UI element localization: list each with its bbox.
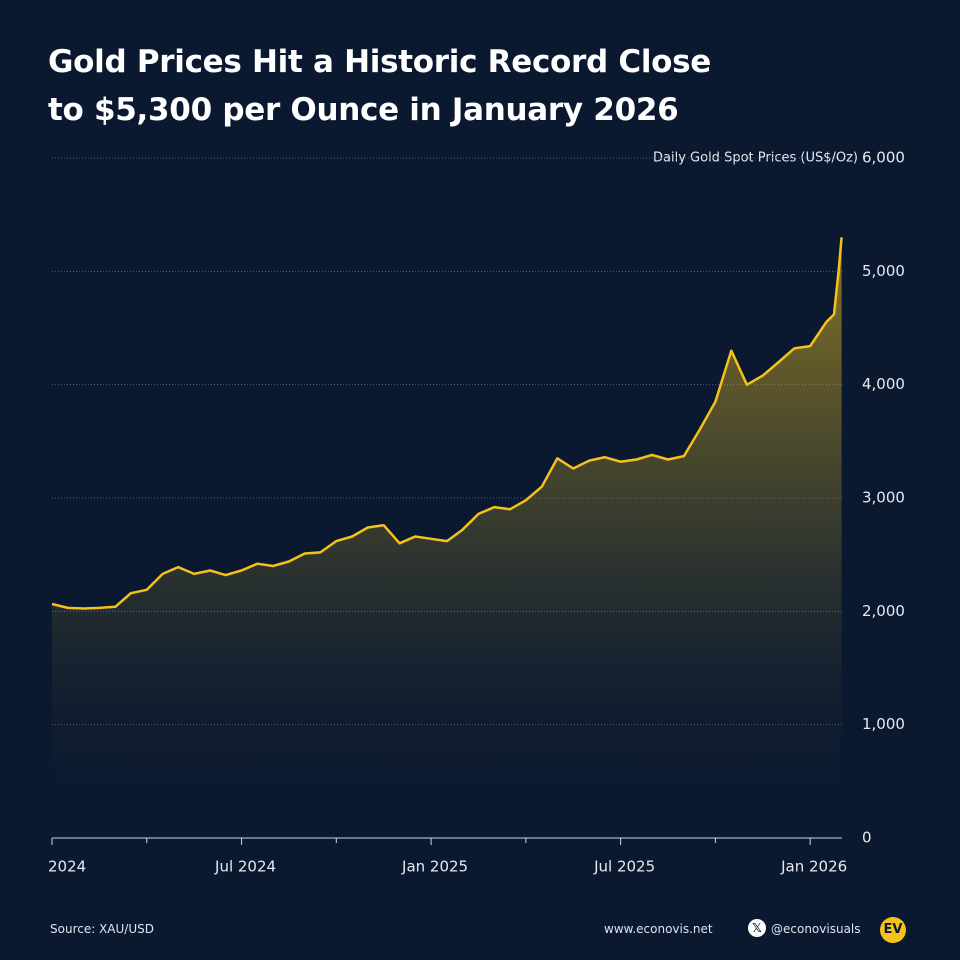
logo: EV bbox=[880, 917, 906, 943]
price-area bbox=[52, 237, 842, 839]
handle: @econovisuals bbox=[771, 922, 861, 936]
title-line: to $5,300 per Ounce in January 2026 bbox=[48, 92, 679, 128]
source: Source: XAU/USD bbox=[50, 922, 154, 936]
y-tick-label: 5,000 bbox=[862, 262, 905, 280]
x-tick-label: Jul 2025 bbox=[593, 858, 655, 876]
x-tick-label: Jan 2026 bbox=[780, 858, 847, 876]
x-icon: 𝕏 bbox=[748, 919, 766, 937]
y-tick-label: 6,000 bbox=[862, 149, 905, 167]
y-tick-label: 0 bbox=[862, 829, 872, 847]
website: www.econovis.net bbox=[604, 922, 713, 936]
y-tick-label: 1,000 bbox=[862, 715, 905, 733]
y-tick-label: 4,000 bbox=[862, 375, 905, 393]
x-tick-label: Jul 2024 bbox=[214, 858, 276, 876]
x-tick-label: Jan 2025 bbox=[401, 858, 468, 876]
chart-title: Gold Prices Hit a Historic Record Close … bbox=[48, 38, 711, 134]
y-tick-label: 3,000 bbox=[862, 489, 905, 507]
x-tick-label: 2024 bbox=[48, 858, 86, 876]
title-line: Gold Prices Hit a Historic Record Close bbox=[48, 44, 712, 80]
y-tick-label: 2,000 bbox=[862, 602, 905, 620]
price-line bbox=[51, 237, 843, 610]
y-axis-label: Daily Gold Spot Prices (US$/Oz) bbox=[653, 151, 858, 166]
